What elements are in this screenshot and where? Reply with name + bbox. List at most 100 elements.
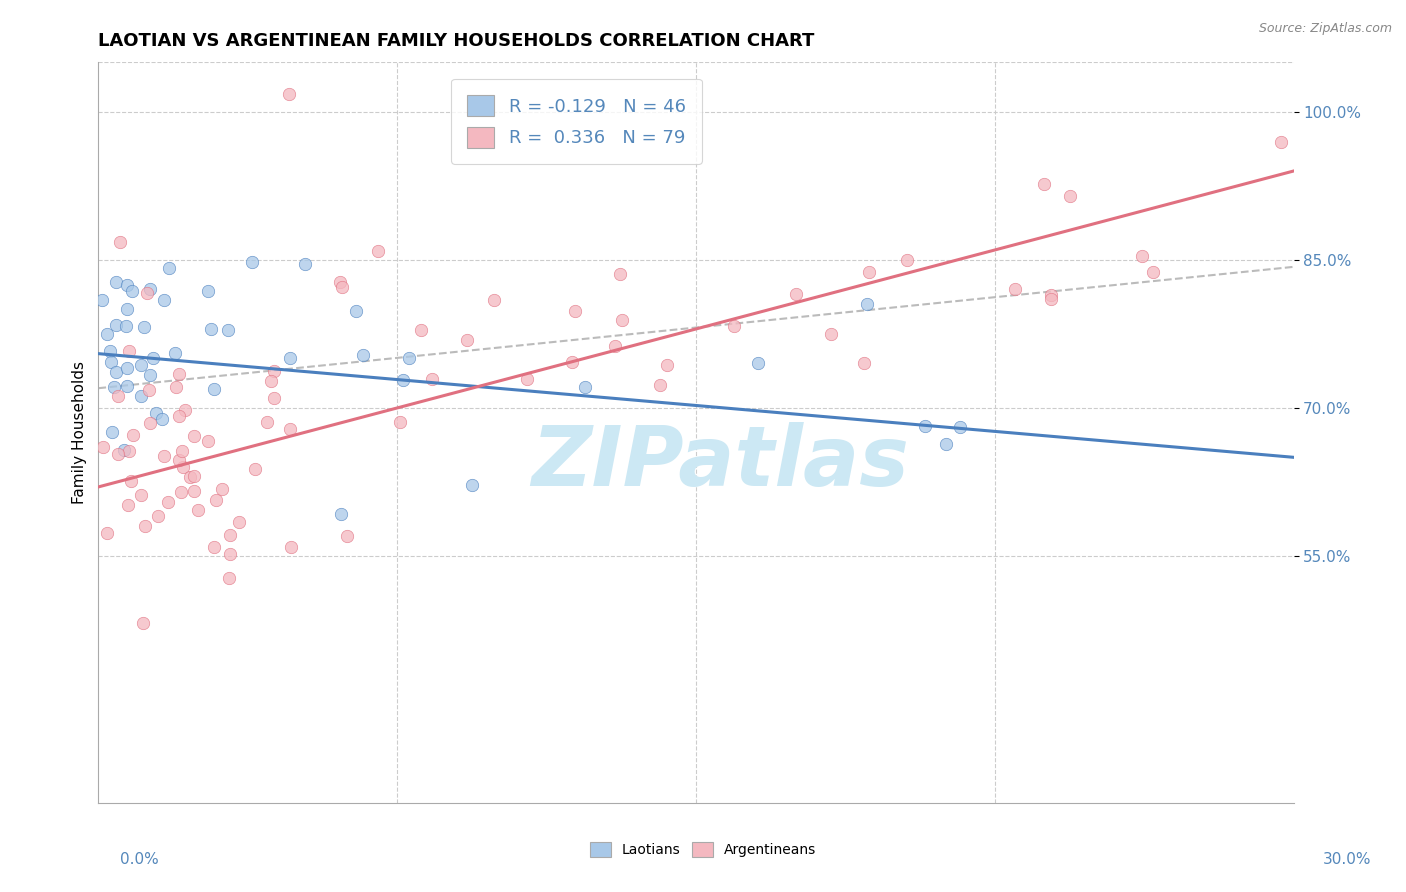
Point [115,361,138,376]
Point [1142,265,1164,279]
Point [187,503,209,517]
Point [131,488,153,502]
Point [420,372,443,386]
Point [516,372,538,386]
Point [118,444,141,458]
Point [1059,189,1081,203]
Point [117,498,139,512]
Point [564,304,586,318]
Point [388,416,411,430]
Point [858,264,880,278]
Point [115,378,138,392]
Point [183,469,205,483]
Point [200,322,222,336]
Point [150,411,173,425]
Point [122,428,145,442]
Point [896,252,918,267]
Point [104,365,127,379]
Point [91,293,114,308]
Point [263,364,285,378]
Point [218,571,240,585]
Point [118,344,141,359]
Point [96,327,118,342]
Point [197,434,219,448]
Point [1270,135,1292,149]
Point [218,528,240,542]
Point [202,540,225,554]
Point [391,373,413,387]
Point [121,284,143,298]
Point [217,323,239,337]
Point [120,474,142,488]
Point [280,540,302,554]
Point [172,459,194,474]
Legend: R = -0.129   N = 46, R =  0.336   N = 79: R = -0.129 N = 46, R = 0.336 N = 79 [451,78,702,164]
Text: 0.0%: 0.0% [120,852,159,867]
Point [105,318,128,332]
Point [329,507,352,521]
Point [723,319,745,334]
Text: Source: ZipAtlas.com: Source: ZipAtlas.com [1258,22,1392,36]
Text: LAOTIAN VS ARGENTINEAN FAMILY HOUSEHOLDS CORRELATION CHART: LAOTIAN VS ARGENTINEAN FAMILY HOUSEHOLDS… [98,32,815,50]
Point [163,345,186,359]
Point [344,304,367,318]
Point [243,462,266,476]
Point [204,493,226,508]
Point [852,356,875,370]
Point [949,420,972,434]
Point [157,495,180,509]
Point [115,302,138,317]
Point [914,418,936,433]
Point [820,326,842,341]
Point [650,378,672,392]
Point [135,286,157,301]
Point [228,515,250,529]
Point [211,483,233,497]
Point [856,297,879,311]
Point [278,351,301,365]
Point [138,384,160,398]
Point [367,244,389,259]
Point [1040,288,1063,302]
Point [157,260,180,275]
Point [603,338,626,352]
Point [655,359,678,373]
Point [145,406,167,420]
Point [146,508,169,523]
Point [131,358,153,372]
Point [336,529,359,543]
Y-axis label: Family Households: Family Households [72,361,87,504]
Point [332,280,354,294]
Point [117,277,139,292]
Point [101,425,124,440]
Point [107,389,129,403]
Point [153,293,176,307]
Point [107,447,129,461]
Point [139,368,162,383]
Point [183,429,205,443]
Point [747,357,769,371]
Point [329,275,352,289]
Point [170,444,193,458]
Point [167,452,190,467]
Point [256,415,278,429]
Point [129,389,152,403]
Point [460,477,482,491]
Point [610,313,633,327]
Point [574,380,596,394]
Point [260,374,283,388]
Text: ZIPatlas: ZIPatlas [531,422,908,503]
Point [1130,249,1153,263]
Point [482,293,505,308]
Point [170,484,193,499]
Point [165,380,187,394]
Point [132,320,155,334]
Point [96,526,118,541]
Point [174,403,197,417]
Point [294,257,316,271]
Point [142,351,165,366]
Point [278,87,301,101]
Point [1004,282,1026,296]
Point [1033,178,1056,192]
Point [104,275,127,289]
